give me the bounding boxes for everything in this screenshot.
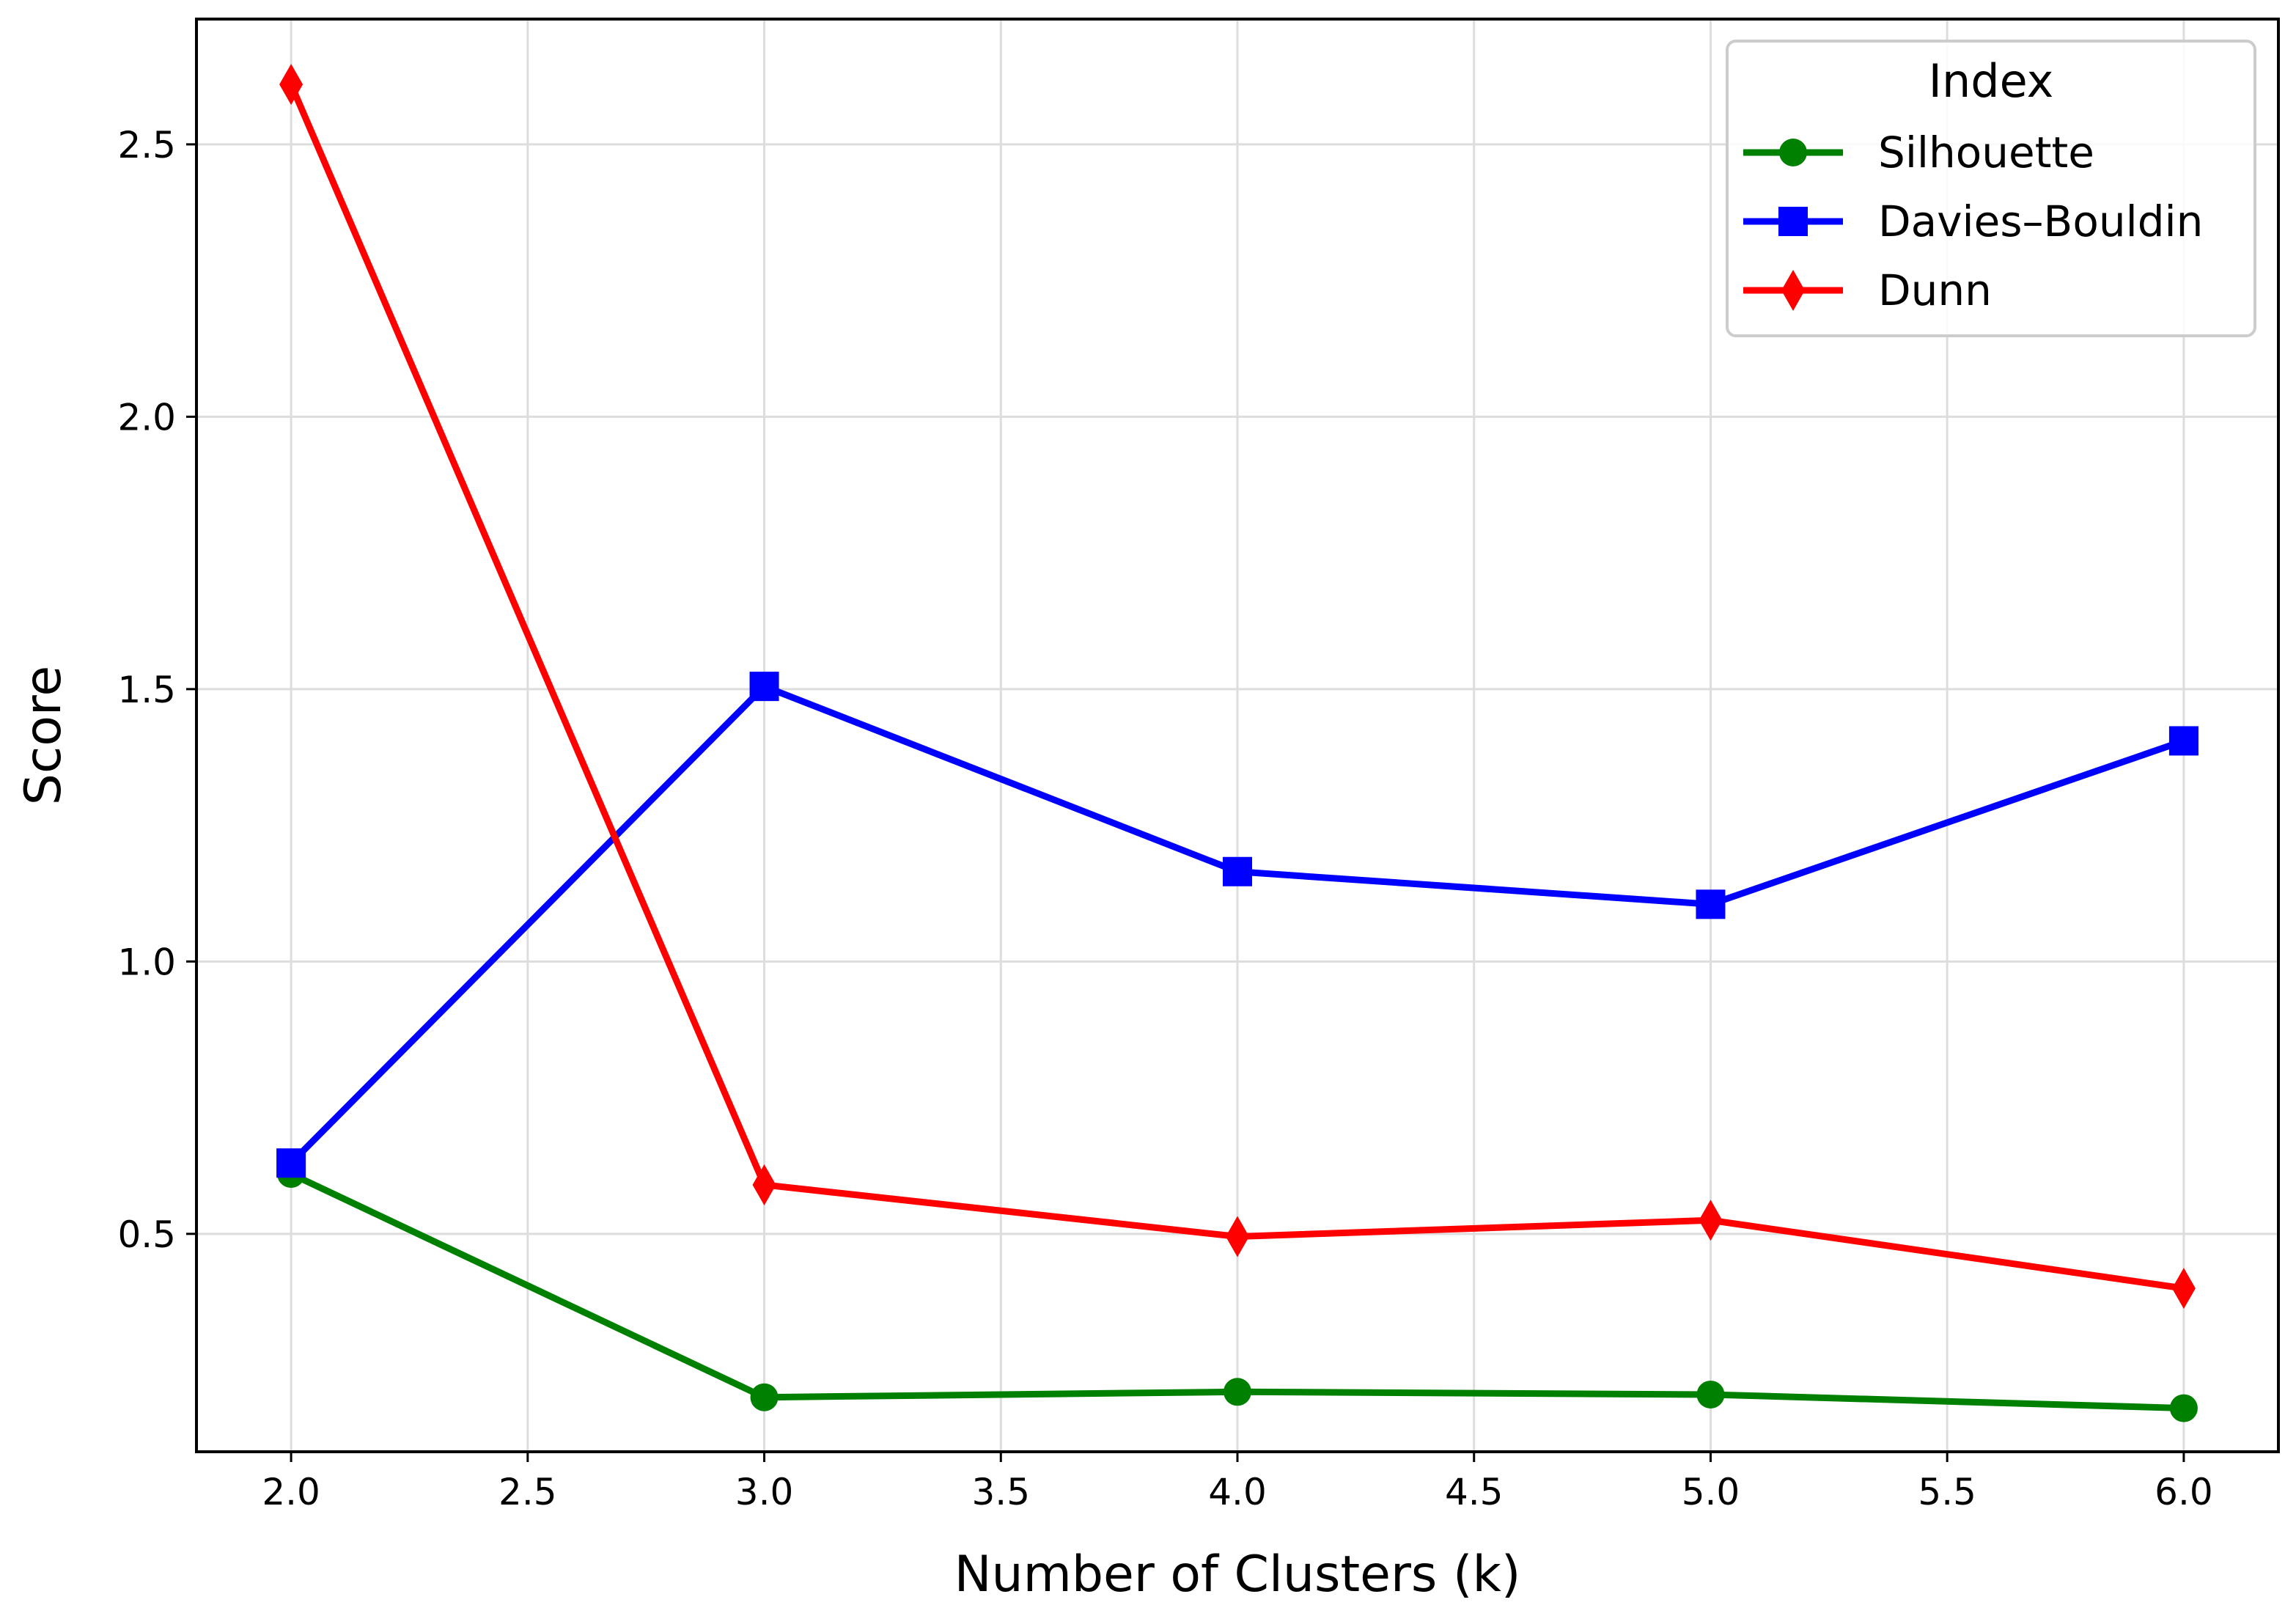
legend-title: Index — [1929, 54, 2054, 108]
y-tick-label: 2.0 — [117, 396, 176, 438]
x-tick-label: 5.5 — [1918, 1471, 1976, 1513]
data-point-dunn — [279, 64, 303, 106]
x-tick-label: 3.0 — [735, 1471, 794, 1513]
x-axis: 2.0 2.5 3.0 3.5 4.0 4.5 5.0 5.5 6.0 — [262, 1452, 2213, 1513]
legend-label: Silhouette — [1878, 128, 2094, 177]
series-davies-bouldin — [276, 672, 2199, 1178]
legend-marker — [1779, 139, 1807, 166]
x-axis-label: Number of Clusters (k) — [954, 1546, 1521, 1604]
x-tick-label: 6.0 — [2155, 1471, 2213, 1513]
x-tick-label: 4.5 — [1445, 1471, 1504, 1513]
data-point-silhouette — [750, 1383, 779, 1411]
y-tick-label: 0.5 — [117, 1213, 176, 1256]
y-axis: 0.5 1.0 1.5 2.0 2.5 — [117, 124, 196, 1256]
data-point-davies-bouldin — [2168, 726, 2199, 756]
legend-marker — [1778, 207, 1808, 236]
x-tick-label: 5.0 — [1682, 1471, 1740, 1513]
x-tick-label: 2.5 — [498, 1471, 557, 1513]
y-tick-label: 2.5 — [117, 124, 176, 166]
y-tick-label: 1.5 — [117, 669, 176, 711]
legend-marker — [1781, 270, 1805, 311]
data-point-davies-bouldin — [1223, 856, 1252, 886]
data-point-silhouette — [1224, 1378, 1251, 1406]
x-tick-label: 3.5 — [972, 1471, 1031, 1513]
data-point-silhouette — [1696, 1380, 1725, 1409]
legend-label: Dunn — [1878, 265, 1992, 315]
x-tick-label: 2.0 — [262, 1471, 320, 1513]
y-tick-label: 1.0 — [117, 941, 176, 983]
data-point-silhouette — [2169, 1394, 2198, 1422]
legend-label: Davies–Bouldin — [1878, 197, 2203, 246]
legend-entry-silhouette: Silhouette — [1743, 128, 2094, 177]
data-point-dunn — [1699, 1200, 1723, 1241]
series-group — [276, 64, 2199, 1422]
legend-entry-dunn: Dunn — [1743, 265, 1992, 315]
data-point-davies-bouldin — [276, 1148, 306, 1178]
series-silhouette — [277, 1160, 2198, 1422]
x-tick-label: 4.0 — [1208, 1471, 1267, 1513]
series-dunn — [279, 64, 2196, 1310]
legend-entries: Silhouette Davies–Bouldin Dunn — [1743, 128, 2203, 315]
data-point-dunn — [1226, 1216, 1249, 1257]
data-point-dunn — [752, 1164, 776, 1205]
data-point-davies-bouldin — [1696, 889, 1726, 919]
y-axis-label: Score — [15, 666, 73, 805]
legend: Index Silhouette Davies–Bouldin Dunn — [1726, 40, 2256, 337]
data-point-davies-bouldin — [749, 672, 779, 702]
data-point-dunn — [2171, 1268, 2196, 1310]
legend-entry-davies-bouldin: Davies–Bouldin — [1743, 197, 2203, 246]
legend-box — [1726, 40, 2256, 337]
